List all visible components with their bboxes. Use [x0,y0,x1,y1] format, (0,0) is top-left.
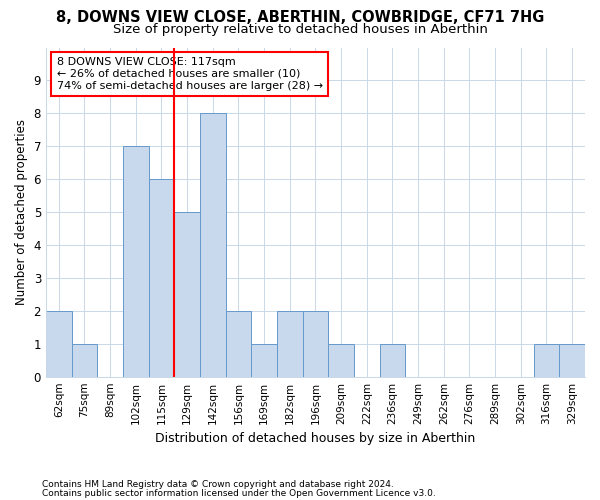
Y-axis label: Number of detached properties: Number of detached properties [15,119,28,305]
X-axis label: Distribution of detached houses by size in Aberthin: Distribution of detached houses by size … [155,432,476,445]
Bar [226,311,251,376]
Bar [123,146,149,376]
Bar [533,344,559,376]
Bar [174,212,200,376]
Text: Contains public sector information licensed under the Open Government Licence v3: Contains public sector information licen… [42,488,436,498]
Text: 8 DOWNS VIEW CLOSE: 117sqm
← 26% of detached houses are smaller (10)
74% of semi: 8 DOWNS VIEW CLOSE: 117sqm ← 26% of deta… [56,58,323,90]
Bar [200,114,226,376]
Bar [251,344,277,376]
Bar [71,344,97,376]
Bar [559,344,585,376]
Bar [46,311,71,376]
Text: 8, DOWNS VIEW CLOSE, ABERTHIN, COWBRIDGE, CF71 7HG: 8, DOWNS VIEW CLOSE, ABERTHIN, COWBRIDGE… [56,10,544,25]
Bar [277,311,302,376]
Bar [149,179,174,376]
Text: Contains HM Land Registry data © Crown copyright and database right 2024.: Contains HM Land Registry data © Crown c… [42,480,394,489]
Bar [328,344,354,376]
Bar [380,344,406,376]
Text: Size of property relative to detached houses in Aberthin: Size of property relative to detached ho… [113,22,487,36]
Bar [302,311,328,376]
